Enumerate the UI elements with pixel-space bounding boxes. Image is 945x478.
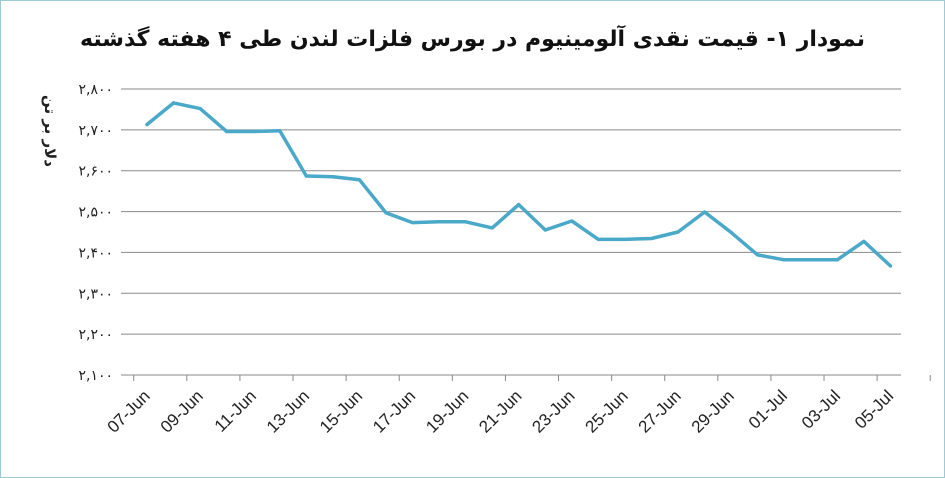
y-tick-label: ۲,۸۰۰ xyxy=(78,82,113,98)
data-point xyxy=(490,226,494,230)
chart-title: نمودار ۱- قیمت نقدی آلومینیوم در بورس فل… xyxy=(79,27,865,52)
data-point xyxy=(729,230,733,235)
data-point xyxy=(517,203,521,207)
data-point xyxy=(809,258,813,262)
data-point xyxy=(357,178,361,182)
data-point xyxy=(543,228,547,232)
data-point xyxy=(410,221,415,225)
data-point xyxy=(782,258,786,262)
series-line-aluminium xyxy=(145,101,893,268)
data-point xyxy=(171,101,176,105)
x-tick-label: 11-Jun xyxy=(211,386,260,435)
data-point xyxy=(304,174,308,178)
x-tick-label: 25-Jun xyxy=(582,386,632,436)
y-tick-label: ۲,۳۰۰ xyxy=(78,286,113,302)
series-layer xyxy=(145,101,893,268)
x-tick-label: 07-Jun xyxy=(104,386,154,436)
y-tick-label: ۲,۱۰۰ xyxy=(78,368,113,384)
x-tick-label: 15-Jun xyxy=(316,386,366,436)
data-point xyxy=(862,239,866,243)
data-point xyxy=(702,210,707,214)
x-tick-label: 03-Jul xyxy=(798,386,844,432)
y-tick-label: ۲,۲۰۰ xyxy=(78,327,113,343)
x-tick-label: 29-Jun xyxy=(688,386,738,436)
data-point xyxy=(331,175,335,179)
x-tick-label: 01-Jul xyxy=(745,386,791,432)
data-point xyxy=(437,220,441,224)
data-point xyxy=(251,129,255,134)
y-tick-label: ۲,۵۰۰ xyxy=(78,205,113,221)
data-point xyxy=(596,237,600,241)
data-point xyxy=(198,107,202,111)
x-tick-label: 05-Jul xyxy=(851,386,897,432)
data-point xyxy=(835,258,839,262)
x-tick-label: 23-Jun xyxy=(528,386,578,436)
axes xyxy=(121,374,931,381)
data-point xyxy=(384,211,388,215)
data-point xyxy=(676,230,680,234)
y-tick-label: ۲,۴۰۰ xyxy=(78,245,113,261)
data-point xyxy=(145,122,149,127)
x-tick-label: 19-Jun xyxy=(422,386,472,436)
data-point xyxy=(278,129,282,133)
y-tick-label: ۲,۶۰۰ xyxy=(78,164,113,180)
data-point xyxy=(225,129,229,134)
x-tick-label: 09-Jun xyxy=(157,386,207,436)
x-tick-label: 17-Jun xyxy=(369,386,419,436)
data-point xyxy=(464,220,468,224)
data-point xyxy=(570,219,574,223)
x-tick-label: 13-Jun xyxy=(263,386,313,436)
data-point xyxy=(756,253,760,257)
data-point xyxy=(623,237,627,241)
data-point xyxy=(649,236,654,241)
y-axis-label: دلار بر تن xyxy=(41,95,59,167)
y-tick-label: ۲,۷۰۰ xyxy=(78,123,113,139)
data-point xyxy=(888,264,893,268)
tick-labels: ۲,۱۰۰ ۲,۲۰۰ ۲,۳۰۰ ۲,۴۰۰ ۲,۵۰۰ ۲,۶۰۰ ۲,۷۰۰ ۲,۸۰۰… xyxy=(41,82,897,437)
x-tick-label: 27-Jun xyxy=(635,386,685,436)
x-tick-label: 21-Jun xyxy=(475,386,525,436)
